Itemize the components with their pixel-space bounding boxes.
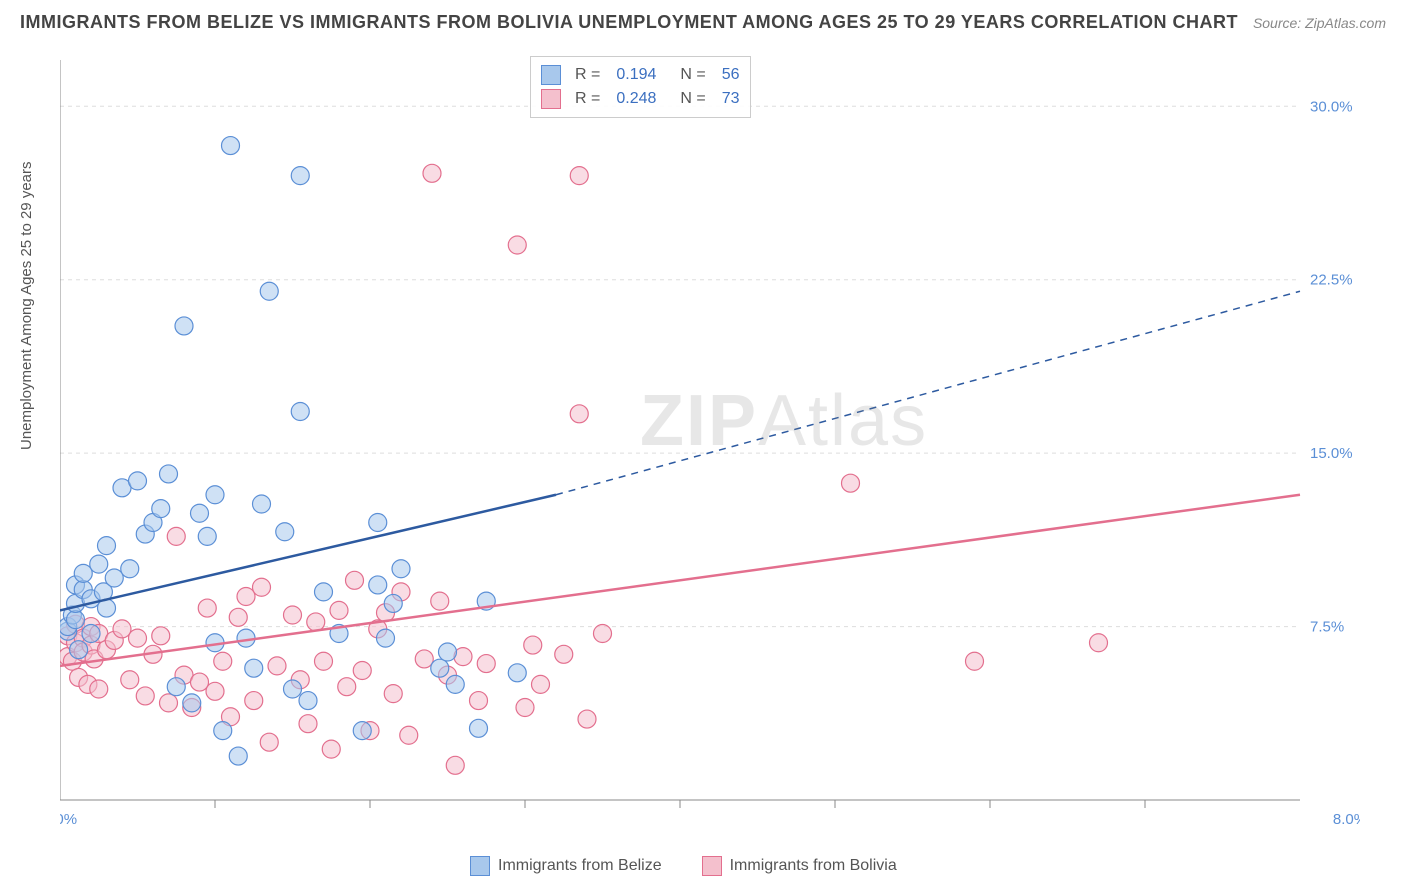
- svg-text:22.5%: 22.5%: [1310, 272, 1353, 289]
- legend-row-belize: R = 0.194 N = 56: [541, 63, 740, 87]
- r-label: R =: [575, 90, 600, 108]
- svg-text:30.0%: 30.0%: [1310, 98, 1353, 115]
- legend-label-belize: Immigrants from Belize: [498, 857, 662, 875]
- scatter-plot: 7.5% 15.0% 22.5% 30.0% 0.0% 8.0%: [60, 60, 1360, 840]
- legend-label-bolivia: Immigrants from Bolivia: [730, 857, 897, 875]
- legend-item-belize: Immigrants from Belize: [470, 856, 662, 876]
- n-label: N =: [680, 90, 705, 108]
- series-legend: Immigrants from Belize Immigrants from B…: [470, 856, 897, 876]
- svg-text:8.0%: 8.0%: [1333, 811, 1360, 828]
- svg-text:0.0%: 0.0%: [60, 811, 77, 828]
- chart-svg: 7.5% 15.0% 22.5% 30.0% 0.0% 8.0%: [60, 60, 1360, 840]
- n-value-belize: 56: [722, 66, 740, 84]
- swatch-bolivia: [541, 89, 561, 109]
- r-label: R =: [575, 66, 600, 84]
- n-value-bolivia: 73: [722, 90, 740, 108]
- svg-text:7.5%: 7.5%: [1310, 619, 1344, 636]
- chart-source: Source: ZipAtlas.com: [1253, 15, 1386, 31]
- r-value-belize: 0.194: [616, 66, 656, 84]
- correlation-legend: R = 0.194 N = 56 R = 0.248 N = 73: [530, 56, 751, 118]
- chart-header: IMMIGRANTS FROM BELIZE VS IMMIGRANTS FRO…: [0, 0, 1406, 41]
- svg-text:15.0%: 15.0%: [1310, 445, 1353, 462]
- legend-row-bolivia: R = 0.248 N = 73: [541, 87, 740, 111]
- legend-item-bolivia: Immigrants from Bolivia: [702, 856, 897, 876]
- swatch-belize: [470, 856, 490, 876]
- chart-title: IMMIGRANTS FROM BELIZE VS IMMIGRANTS FRO…: [20, 12, 1238, 33]
- n-label: N =: [680, 66, 705, 84]
- r-value-bolivia: 0.248: [616, 90, 656, 108]
- swatch-bolivia: [702, 856, 722, 876]
- y-axis-label: Unemployment Among Ages 25 to 29 years: [18, 161, 35, 450]
- swatch-belize: [541, 65, 561, 85]
